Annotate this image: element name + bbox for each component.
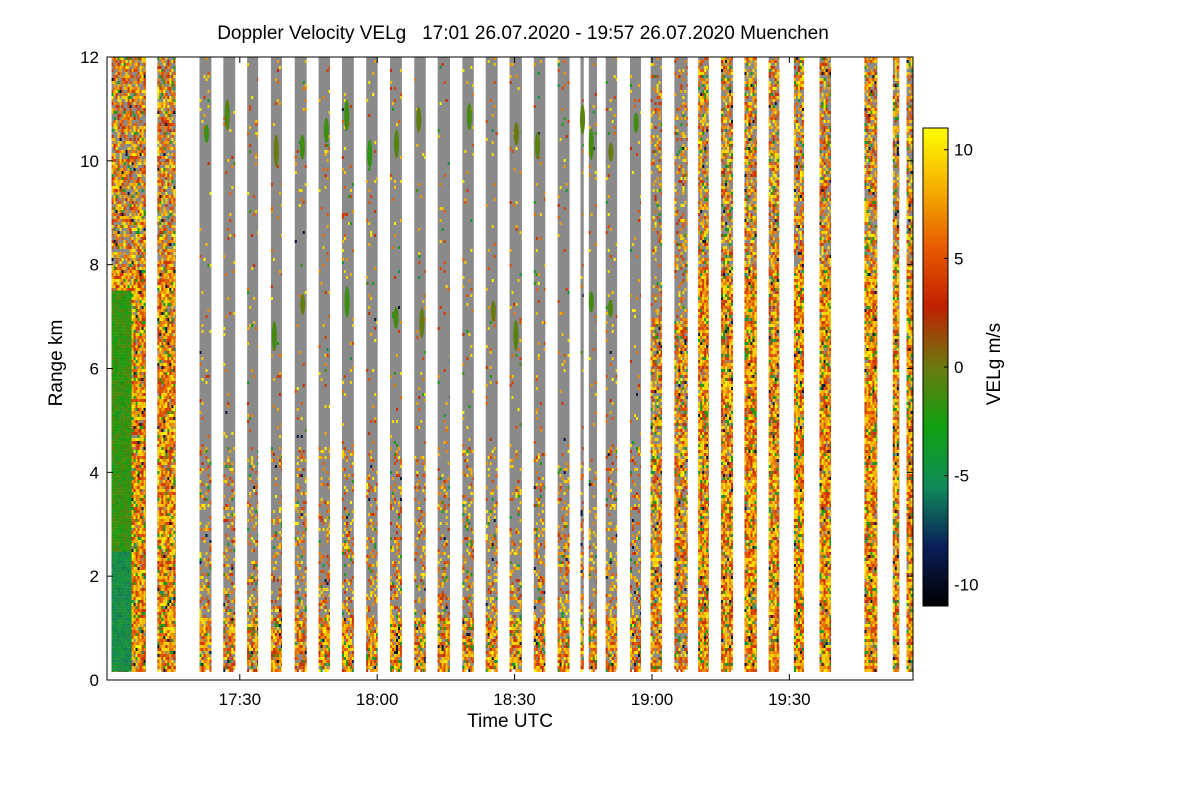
y-axis-label: Range km	[46, 320, 67, 407]
colorbar-tick-label: -10	[954, 575, 979, 594]
scan-column	[414, 57, 425, 672]
colorbar-tick-label: -5	[954, 467, 969, 486]
scan-column	[794, 57, 804, 672]
scan-column	[769, 57, 780, 672]
scan-column	[342, 57, 354, 672]
y-tick-label: 2	[90, 567, 99, 586]
scan-column	[390, 57, 402, 672]
scan-column	[864, 57, 877, 672]
x-tick-label: 19:30	[768, 690, 811, 709]
scan-column	[721, 57, 733, 672]
y-tick-label: 0	[90, 671, 99, 690]
scan-column	[606, 57, 617, 672]
y-tick-label: 12	[80, 48, 99, 67]
scan-column	[438, 57, 450, 672]
scan-column	[247, 57, 258, 672]
colorbar-tick-label: 5	[954, 249, 963, 268]
scan-column	[486, 57, 498, 672]
scan-column	[223, 57, 235, 672]
x-tick-label: 17:30	[219, 690, 262, 709]
scan-column	[112, 57, 146, 672]
scan-column	[366, 57, 377, 672]
scan-column	[510, 57, 522, 672]
scan-column	[744, 57, 756, 672]
scan-column	[580, 57, 585, 672]
x-tick-label: 18:30	[493, 690, 536, 709]
chart-title: Doppler Velocity VELg 17:01 26.07.2020 -…	[217, 23, 829, 44]
x-tick-label: 19:00	[631, 690, 674, 709]
scan-column	[651, 57, 662, 672]
colorbar-label: VELg m/s	[984, 323, 1005, 405]
y-tick-label: 6	[90, 360, 99, 379]
scan-column	[534, 57, 545, 672]
scan-column	[820, 57, 831, 672]
colorbar-tick-label: 10	[954, 141, 973, 160]
scan-column	[698, 57, 709, 672]
y-tick-label: 4	[90, 463, 99, 482]
scan-column	[319, 57, 330, 672]
scan-column	[630, 57, 641, 672]
scan-columns	[112, 57, 913, 672]
scan-column	[200, 57, 212, 672]
scan-column	[589, 57, 597, 672]
y-tick-label: 10	[80, 152, 99, 171]
y-tick-label: 8	[90, 256, 99, 275]
x-axis-label: Time UTC	[467, 711, 553, 732]
scan-column	[893, 57, 899, 672]
scan-column	[674, 57, 687, 672]
x-tick-label: 18:00	[356, 690, 399, 709]
colorbar-ticks: 10 5 0 -5 -10	[944, 141, 979, 595]
scan-column	[462, 57, 473, 672]
scan-column	[558, 57, 570, 672]
scan-column	[157, 57, 175, 672]
scan-column	[271, 57, 282, 672]
colorbar-tick-label: 0	[954, 358, 963, 377]
scan-column	[907, 57, 913, 672]
scan-column	[295, 57, 307, 672]
